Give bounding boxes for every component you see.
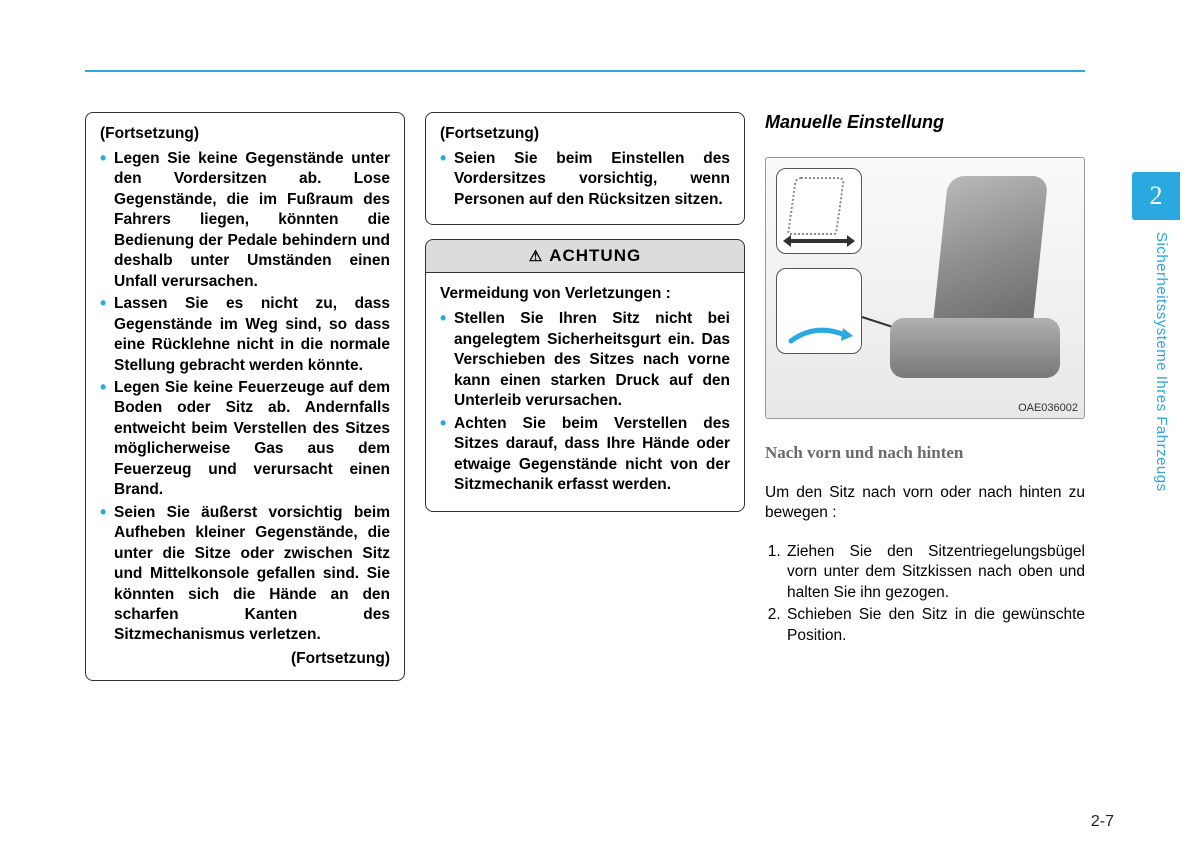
inset-slide-lever: [776, 168, 862, 254]
warning-icon: ⚠: [529, 248, 543, 265]
caution-sublabel: Vermeidung von Verletzungen :: [440, 285, 730, 303]
top-divider: [85, 70, 1085, 72]
warning-bullet-list-2: Seien Sie beim Einstellen des Vordersitz…: [440, 149, 730, 210]
page-content: (Fortsetzung) Legen Sie keine Gegenständ…: [85, 112, 1085, 681]
bullet-item: Achten Sie beim Verstellen des Sitzes da…: [440, 414, 730, 496]
continuation-label-bottom: (Fortsetzung): [100, 650, 390, 668]
bullet-item: Seien Sie äußerst vorsichtig beim Aufheb…: [100, 503, 390, 646]
step-item: Ziehen Sie den Sitzentriegelungsbügel vo…: [785, 542, 1085, 603]
continuation-label-top: (Fortsetzung): [100, 125, 390, 143]
page-number: 2-7: [1091, 813, 1114, 831]
caution-box: ⚠ ACHTUNG Vermeidung von Verletzungen : S…: [425, 239, 745, 512]
inset-height-lever: [776, 268, 862, 354]
bullet-item: Legen Sie keine Feuerzeuge auf dem Boden…: [100, 378, 390, 501]
column-3: Manuelle Einstellung OAE036002 Nach vorn…: [765, 112, 1085, 681]
caution-header: ⚠ ACHTUNG: [425, 239, 745, 272]
chapter-number: 2: [1150, 181, 1163, 211]
bullet-item: Seien Sie beim Einstellen des Vordersitz…: [440, 149, 730, 210]
bullet-item: Lassen Sie es nicht zu, dass Gegenstände…: [100, 294, 390, 376]
seat-main-graphic: [880, 176, 1070, 398]
seat-adjustment-illustration: OAE036002: [765, 157, 1085, 419]
chapter-tab: 2: [1132, 172, 1180, 220]
caution-body: Vermeidung von Verletzungen : Stellen Si…: [425, 272, 745, 512]
curved-arrow-icon: [785, 325, 853, 345]
slide-arrow-icon: [791, 239, 847, 243]
image-reference-code: OAE036002: [1018, 402, 1078, 414]
bullet-item: Stellen Sie Ihren Sitz nicht bei angeleg…: [440, 309, 730, 411]
chapter-label: Sicherheitssysteme Ihres Fahrzeugs: [1150, 232, 1170, 632]
seat-back-shape: [932, 176, 1049, 336]
section-title: Manuelle Einstellung: [765, 112, 1085, 133]
seat-base-shape: [890, 318, 1060, 378]
column-1: (Fortsetzung) Legen Sie keine Gegenständ…: [85, 112, 405, 681]
dotted-seat-icon: [787, 177, 845, 235]
caution-header-text: ACHTUNG: [549, 246, 641, 265]
subsection-heading: Nach vorn und nach hinten: [765, 443, 1085, 463]
bullet-item: Legen Sie keine Gegenstände unter den Vo…: [100, 149, 390, 292]
caution-bullet-list: Stellen Sie Ihren Sitz nicht bei angeleg…: [440, 309, 730, 495]
continuation-label: (Fortsetzung): [440, 125, 730, 143]
continuation-box-2: (Fortsetzung) Seien Sie beim Einstellen …: [425, 112, 745, 225]
step-list: Ziehen Sie den Sitzentriegelungsbügel vo…: [765, 542, 1085, 648]
column-2: (Fortsetzung) Seien Sie beim Einstellen …: [425, 112, 745, 681]
warning-bullet-list-1: Legen Sie keine Gegenstände unter den Vo…: [100, 149, 390, 646]
step-item: Schieben Sie den Sitz in die gewünschte …: [785, 605, 1085, 646]
intro-text: Um den Sitz nach vorn oder nach hinten z…: [765, 483, 1085, 524]
continuation-box-1: (Fortsetzung) Legen Sie keine Gegenständ…: [85, 112, 405, 681]
